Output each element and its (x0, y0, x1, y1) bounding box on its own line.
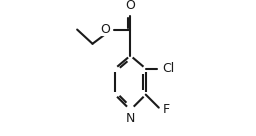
Text: N: N (126, 112, 135, 125)
Text: O: O (100, 23, 110, 36)
Text: F: F (162, 103, 169, 116)
Text: Cl: Cl (162, 62, 175, 75)
Text: O: O (125, 0, 135, 12)
